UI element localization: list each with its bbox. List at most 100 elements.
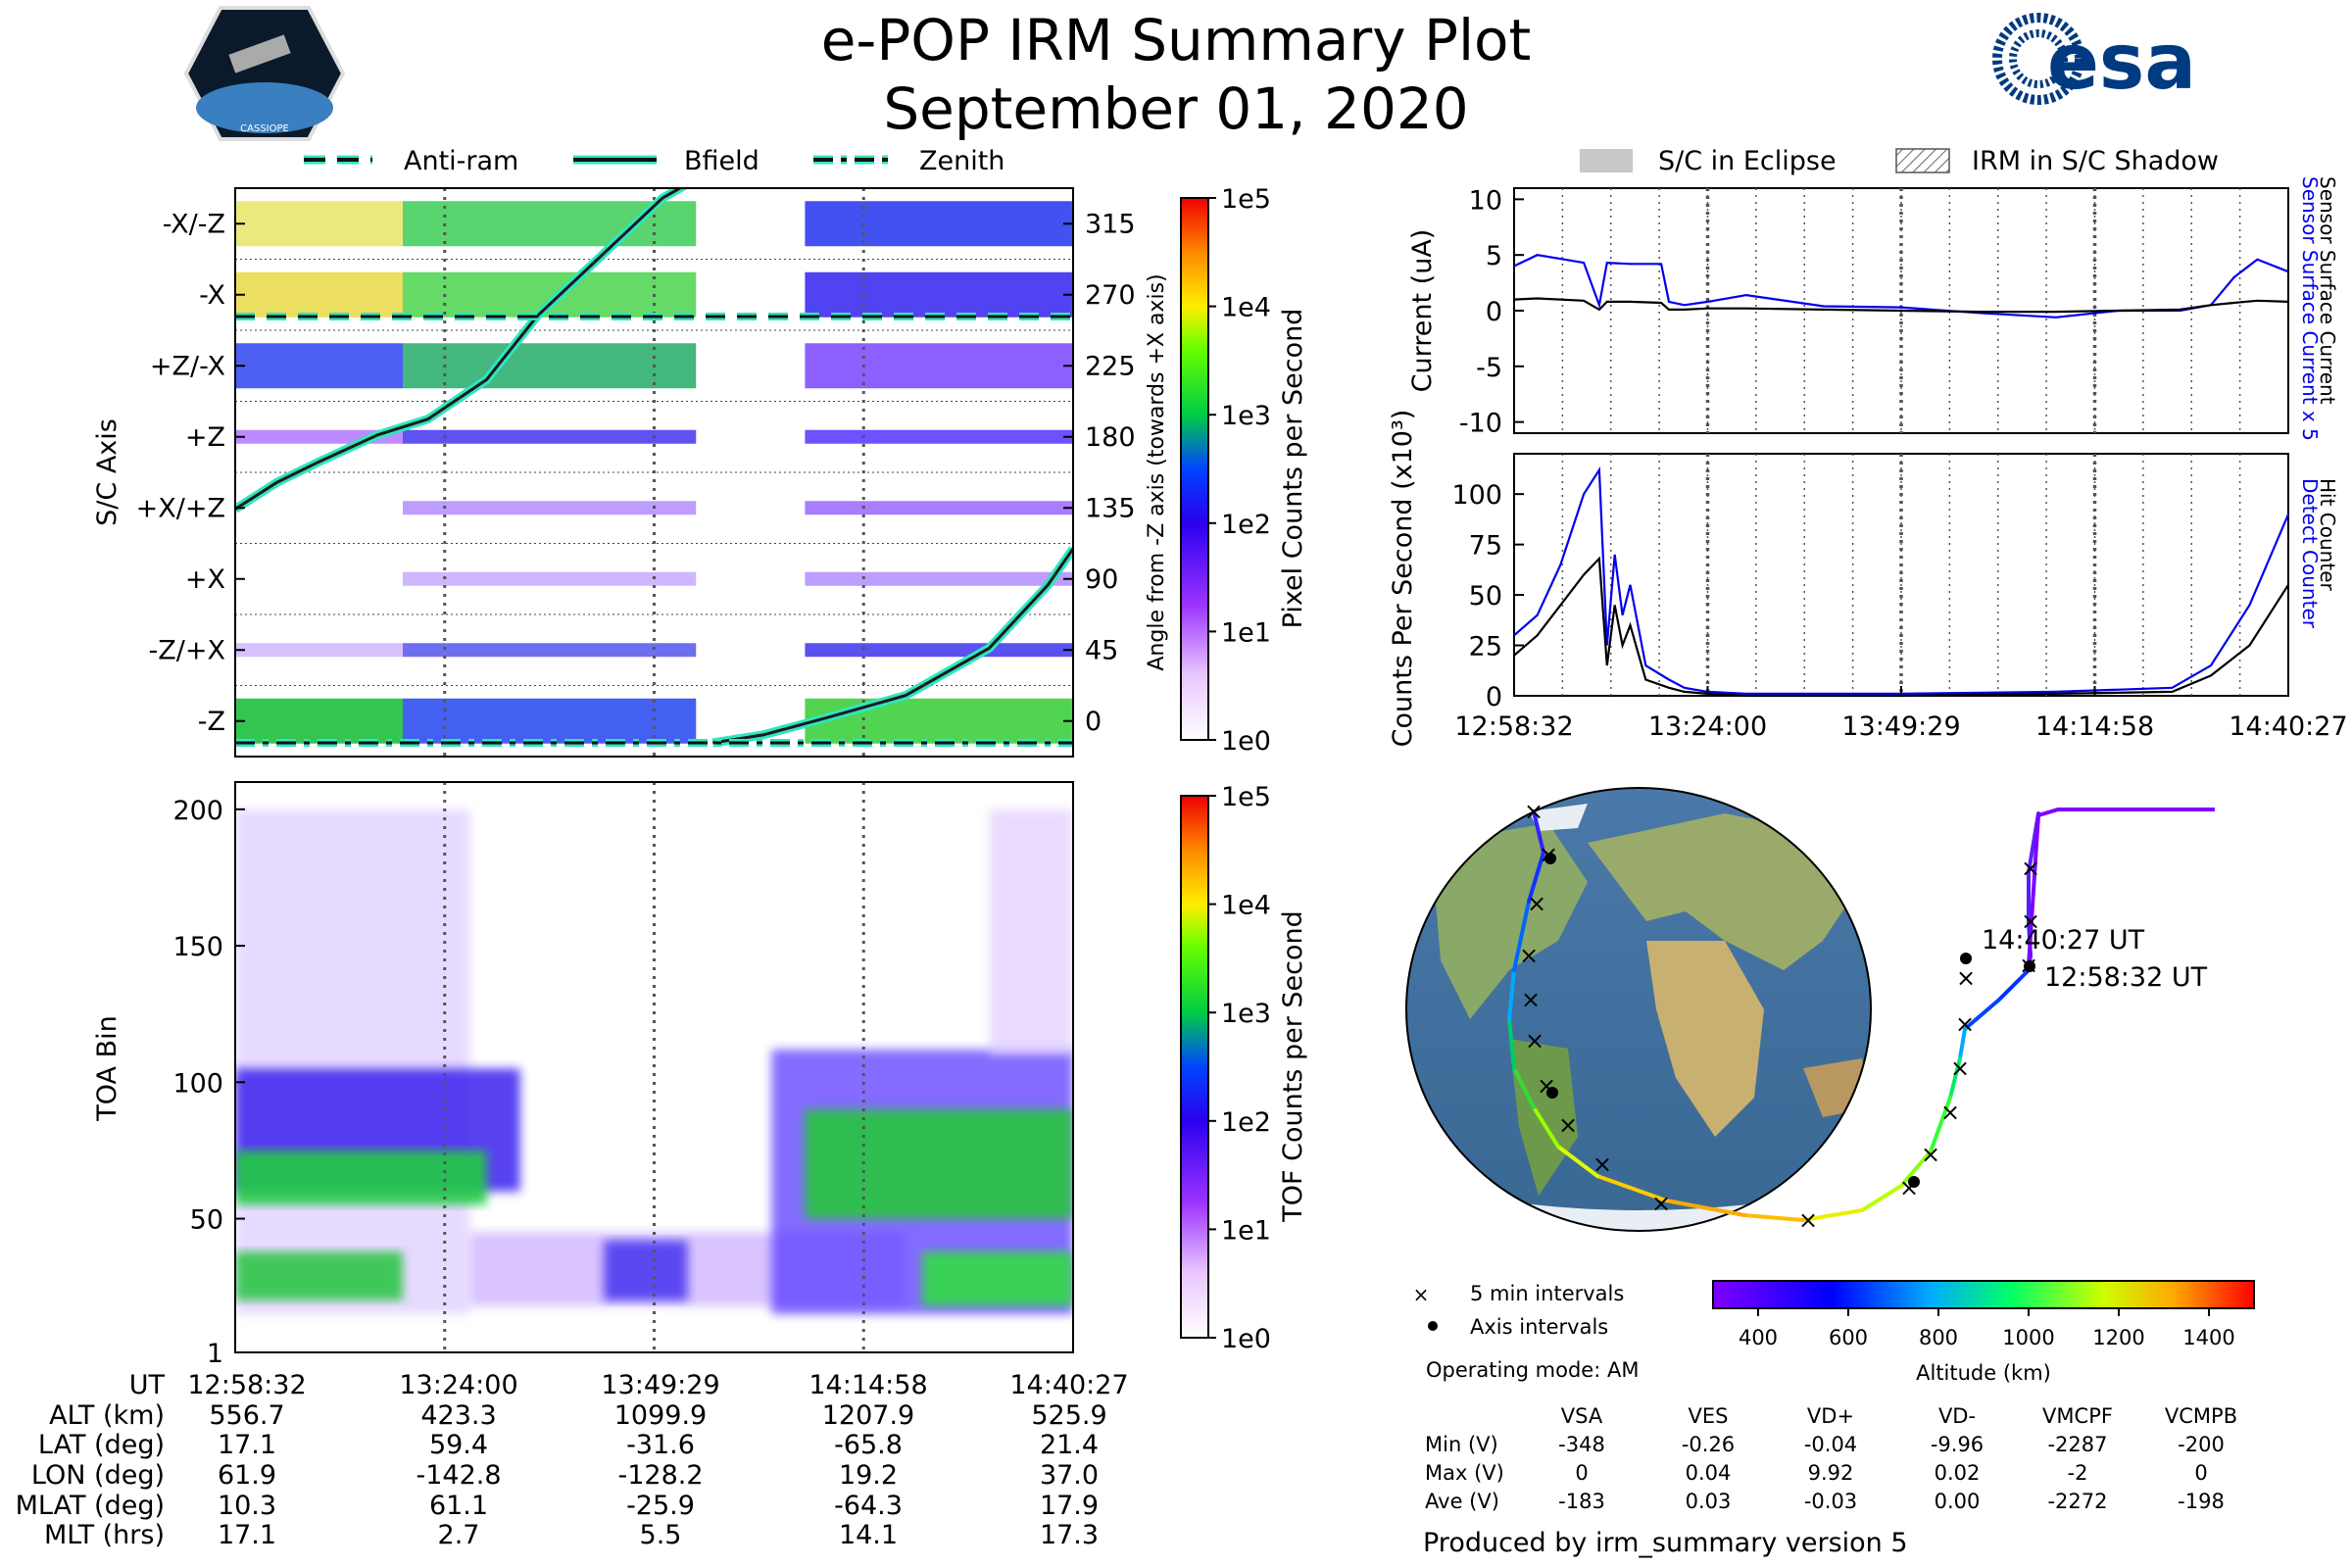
operating-mode: Operating mode: AM (1426, 1358, 1639, 1382)
orbit-segment (1801, 1208, 1864, 1222)
orbit-segment (1507, 968, 1516, 1021)
interval-marker: × (1955, 1010, 1975, 1038)
legend-zenith: Zenith (919, 146, 1004, 176)
ephemeris-value: 556.7 (209, 1400, 284, 1431)
altitude-tick: 1200 (2092, 1326, 2144, 1349)
voltage-row-label: Ave (V) (1425, 1490, 1499, 1513)
interval-marker: × (1798, 1206, 1818, 1234)
orbit-segment (1963, 998, 2001, 1031)
ephemeris-value: 12:58:32 (187, 1370, 306, 1400)
ytick: 100 (1451, 480, 1502, 511)
pixel-ytick: +X/+Z (136, 493, 225, 523)
xtick: 14:40:27 (2229, 711, 2347, 742)
ytick: 50 (1469, 581, 1502, 612)
altitude-tick: 1400 (2182, 1326, 2234, 1349)
ephemeris-value: 21.4 (1040, 1430, 1099, 1460)
ephemeris-value: 13:24:00 (399, 1370, 517, 1400)
pixel-band (805, 643, 1073, 658)
pixel-colorbar-tick: 1e4 (1221, 293, 1271, 323)
ephemeris-value: 17.1 (218, 1520, 276, 1550)
cassiope-logo: CASSIOPE (183, 6, 346, 141)
pixel-right-label: Angle from -Z axis (towards +X axis) (1145, 273, 1169, 670)
voltage-header: VSA (1561, 1404, 1603, 1428)
pixel-band (403, 643, 697, 658)
ytick: 25 (1469, 632, 1502, 662)
interval-marker: × (2021, 907, 2040, 935)
tof-colorbar-tick: 1e4 (1221, 891, 1271, 921)
interval-marker: × (1519, 942, 1539, 969)
ephemeris-value: 2.7 (438, 1520, 480, 1550)
pixel-band (403, 501, 697, 515)
altitude-tick: 600 (1829, 1326, 1868, 1349)
ephemeris-value: -64.3 (834, 1491, 903, 1521)
pixel-angle-tick: 315 (1085, 209, 1136, 239)
tof-band (989, 808, 1073, 1055)
ephemeris-value: 37.0 (1040, 1460, 1099, 1491)
pixel-colorbar-tick: 1e1 (1221, 617, 1271, 648)
pixel-band (805, 429, 1073, 444)
xtick: 12:58:32 (1454, 711, 1573, 742)
counts-right-label-2: Hit Counter (2316, 478, 2339, 591)
voltage-value: 0.04 (1686, 1461, 1732, 1485)
orbit-segment (1512, 1066, 1536, 1109)
tof-ytick: 100 (172, 1068, 223, 1099)
bfield-line-core (712, 547, 1073, 745)
pixel-band (235, 698, 403, 744)
orbit-segment-north (2027, 808, 2215, 966)
voltage-value: -2272 (2047, 1490, 2107, 1513)
orbit-segment (1860, 1184, 1903, 1212)
pixel-ytick: -X (199, 280, 225, 311)
pixel-colorbar-label: Pixel Counts per Second (1278, 309, 1308, 629)
voltage-value: -2 (2068, 1461, 2088, 1485)
ytick: 0 (1486, 297, 1502, 327)
legend-shadow: IRM in S/C Shadow (1972, 146, 2219, 176)
voltage-value: 0 (2194, 1461, 2207, 1485)
ephemeris-value: 525.9 (1031, 1400, 1106, 1431)
pixel-ytick: +X (185, 564, 225, 595)
ephemeris-value: -128.2 (617, 1460, 703, 1491)
cassiope-logo-text: CASSIOPE (240, 123, 289, 134)
orbit-segment (2017, 968, 2031, 982)
pixel-angle-tick: 90 (1085, 564, 1118, 595)
pixel-angle-tick: 135 (1085, 493, 1136, 523)
ephemeris-row-label: MLT (hrs) (44, 1520, 165, 1550)
voltage-header: VD- (1938, 1404, 1976, 1428)
tof-colorbar-tick: 1e5 (1221, 782, 1271, 812)
xtick: 14:14:58 (2035, 711, 2154, 742)
interval-marker: × (1527, 890, 1546, 917)
tof-band (235, 1150, 487, 1205)
pixel-ytick: -X/-Z (163, 209, 225, 239)
ephemeris-value: 13:49:29 (601, 1370, 719, 1400)
ephemeris-value: -65.8 (834, 1430, 903, 1460)
ephemeris-value: 14:40:27 (1009, 1370, 1128, 1400)
tof-colorbar-tick: 1e2 (1221, 1107, 1271, 1138)
ephemeris-row-label: MLAT (deg) (16, 1491, 165, 1521)
counts-right-label-1: Detect Counter (2298, 478, 2322, 629)
interval-marker: × (1921, 1141, 1940, 1168)
tof-band (805, 1109, 1073, 1219)
voltage-value: -348 (1558, 1433, 1605, 1456)
top-legend: Anti-ram Bfield Zenith (304, 146, 1004, 176)
pixel-angle-tick: 45 (1085, 635, 1118, 665)
ephemeris-value: 17.9 (1040, 1491, 1099, 1521)
counts-ylabel: Counts Per Second (x10³) (1388, 410, 1418, 748)
ephemeris-value: 1207.9 (822, 1400, 914, 1431)
tof-band (235, 808, 470, 1315)
ephemeris-value: 61.1 (429, 1491, 488, 1521)
tof-colorbar-tick: 1e1 (1221, 1215, 1271, 1246)
voltage-value: -2287 (2047, 1433, 2107, 1456)
orbit-label-end: 14:40:27 UT (1982, 925, 2145, 956)
pixel-band (235, 643, 403, 658)
pixel-ytick: -Z/+X (149, 635, 225, 665)
ephemeris-value: -31.6 (626, 1430, 695, 1460)
ephemeris-row-label: UT (129, 1370, 166, 1400)
pixel-angle-tick: 270 (1085, 280, 1136, 311)
svg-text:×: × (1413, 1283, 1430, 1306)
ephemeris-value: 1099.9 (614, 1400, 707, 1431)
pixel-colorbar-tick: 1e0 (1221, 726, 1271, 757)
orbit-segment (1929, 1096, 1952, 1153)
axis-marker (1908, 1176, 1920, 1188)
ephemeris-value: -25.9 (626, 1491, 695, 1521)
ephemeris-value: -142.8 (416, 1460, 501, 1491)
interval-marker: × (1558, 1111, 1578, 1139)
